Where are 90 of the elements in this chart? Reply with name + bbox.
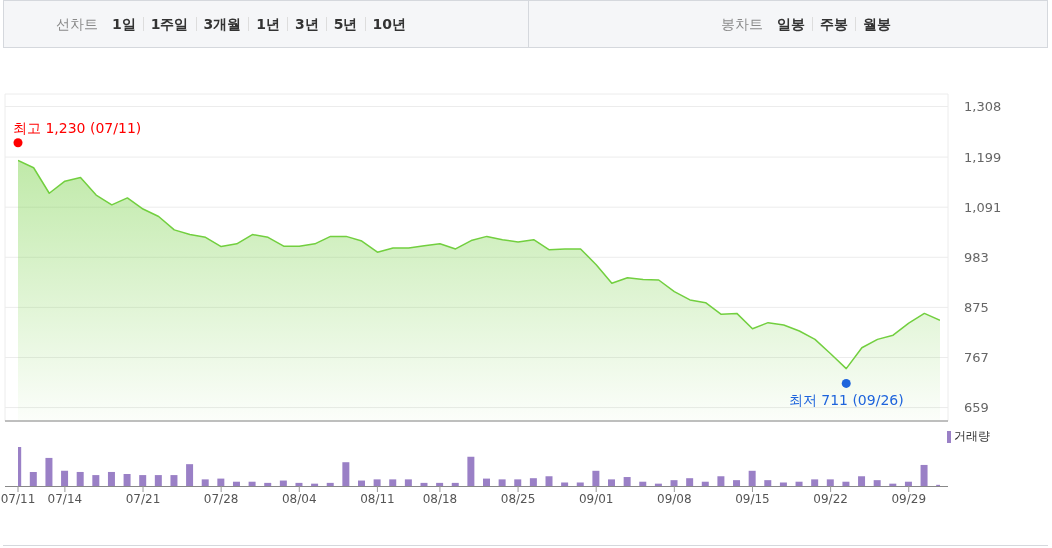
bar <box>686 478 694 486</box>
text: 3년 <box>287 16 326 32</box>
x-tick-label: 09/29 <box>891 491 927 506</box>
bar <box>529 478 537 486</box>
bar <box>514 479 522 486</box>
bar <box>92 475 100 486</box>
annotation: 최저 711 (09/26) <box>788 392 904 409</box>
bar <box>357 480 365 486</box>
text: 1주일 <box>142 16 196 32</box>
bar <box>608 479 616 486</box>
text: 10년 <box>364 16 413 32</box>
bar <box>154 475 162 486</box>
bar <box>279 480 287 486</box>
bar <box>592 470 600 486</box>
y-tick-label: 659 <box>964 400 989 416</box>
bar <box>779 482 787 486</box>
text: 3개월 <box>195 16 249 32</box>
bar <box>76 471 84 486</box>
x-tick-label: 08/18 <box>422 491 458 506</box>
bar <box>123 473 131 486</box>
bar <box>326 482 334 486</box>
bar <box>217 478 225 486</box>
bar <box>201 479 209 486</box>
x-tick-label: 08/25 <box>500 491 536 506</box>
y-tick-label: 875 <box>964 299 989 315</box>
text: 선차트 <box>55 16 99 32</box>
bar <box>389 479 397 486</box>
x-tick-label: 09/08 <box>657 491 692 506</box>
y-tick-label: 1,199 <box>964 149 1002 165</box>
bar <box>264 482 272 486</box>
text: 1일 <box>111 16 137 32</box>
bar <box>873 480 881 486</box>
y-tick-label: 983 <box>964 249 989 265</box>
bar <box>561 482 569 486</box>
bar <box>436 482 444 486</box>
bar <box>795 481 803 486</box>
bar <box>733 480 741 486</box>
bar <box>170 475 178 486</box>
x-tick-label: 08/04 <box>281 491 317 506</box>
bar <box>639 481 647 486</box>
bar <box>717 476 725 486</box>
bar <box>61 470 69 486</box>
bar <box>483 478 490 486</box>
bar <box>498 479 506 486</box>
bar <box>858 476 866 486</box>
bar <box>451 482 459 486</box>
x-tick-label: 07/14 <box>47 491 83 506</box>
x-tick-label: 07/11 <box>0 491 36 506</box>
bar <box>29 471 37 486</box>
y-tick-label: 767 <box>964 350 989 366</box>
bar <box>295 482 303 486</box>
bar <box>248 481 256 486</box>
x-tick-label: 08/11 <box>360 491 395 506</box>
x-tick-label: 09/01 <box>578 491 614 506</box>
bar <box>420 482 428 486</box>
bar <box>186 464 194 486</box>
x-tick-label: 07/21 <box>125 491 161 506</box>
bar <box>576 482 584 486</box>
bar <box>404 479 412 486</box>
y-tick-label: 1,091 <box>964 199 1002 215</box>
x-tick-label: 07/28 <box>203 491 239 506</box>
text: 봉차트 <box>720 16 764 32</box>
bar <box>842 481 850 486</box>
bar <box>107 471 115 486</box>
bar <box>748 470 756 486</box>
bar <box>701 481 709 486</box>
bar <box>545 476 553 486</box>
x-tick-label: 09/22 <box>813 491 848 506</box>
bar <box>811 479 819 486</box>
bar <box>670 480 678 486</box>
bar <box>467 456 475 486</box>
bar <box>826 479 834 486</box>
text: 5년 <box>325 16 365 32</box>
bar <box>45 457 53 486</box>
bar <box>920 464 928 486</box>
bar <box>904 481 912 486</box>
bar <box>342 462 350 486</box>
bar <box>139 475 147 486</box>
text: 월봉 <box>855 16 898 32</box>
bar <box>764 480 772 486</box>
bar <box>373 479 381 486</box>
annotation: 최고 1,230 (07/11) <box>13 119 142 136</box>
bar <box>623 477 631 486</box>
y-tick-label: 1,308 <box>964 99 1002 115</box>
x-tick-label: 09/15 <box>735 491 770 506</box>
text: 일봉 <box>776 16 806 32</box>
text: 1년 <box>248 16 287 32</box>
legend-label: 거래량 <box>953 428 990 445</box>
bar <box>232 481 240 486</box>
text: 주봉 <box>812 16 855 32</box>
